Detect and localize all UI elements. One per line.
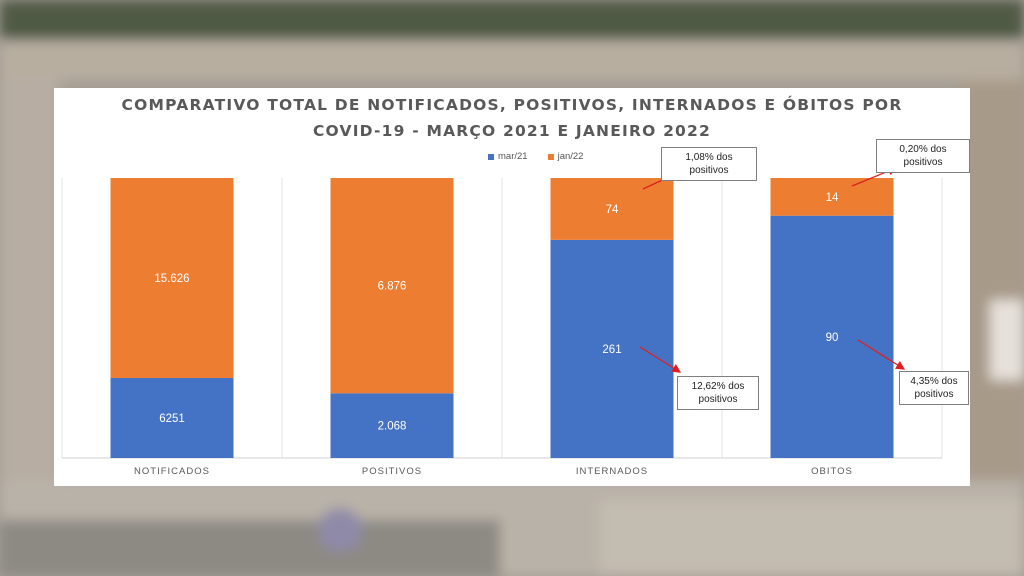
chart-title-line-2: COVID-19 - MARÇO 2021 E JANEIRO 2022	[312, 122, 712, 140]
data-label-notificados-mar21: 6251	[159, 413, 185, 425]
data-label-obitos-jan22: 14	[826, 192, 839, 204]
legend-item-jan22: jan/22	[547, 151, 584, 162]
arrow-obitos-mar21	[857, 339, 906, 370]
bar-internados-jan22	[550, 178, 674, 240]
bar-positivos-mar21	[330, 393, 454, 458]
data-label-internados-jan22: 74	[606, 204, 619, 216]
data-label-notificados-jan22: 15.626	[154, 273, 189, 285]
bar-internados-mar21	[550, 239, 674, 458]
legend-swatch-mar21	[488, 153, 494, 160]
x-tick-label-positivos: POSITIVOS	[362, 466, 422, 477]
data-label-positivos-mar21: 2.068	[378, 421, 407, 433]
callout-internados-mar21: 12,62% dos positivos	[677, 376, 759, 410]
x-tick-label-obitos: OBITOS	[811, 466, 853, 477]
bar-positivos-jan22	[330, 178, 454, 394]
arrow-internados-mar21	[639, 346, 682, 373]
legend-label-mar21: mar/21	[498, 151, 528, 162]
chart-title-line-1: COMPARATIVO TOTAL DE NOTIFICADOS, POSITI…	[121, 96, 903, 114]
chart-legend: mar/21 jan/22	[488, 151, 583, 162]
bar-obitos-mar21	[770, 215, 894, 458]
legend-swatch-jan22	[547, 153, 554, 160]
x-tick-label-notificados: NOTIFICADOS	[134, 466, 210, 477]
callout-obitos-mar21: 4,35% dos positivos	[899, 371, 969, 405]
legend-label-jan22: jan/22	[557, 151, 584, 162]
callout-internados-jan22: 1,08% dos positivos	[661, 147, 757, 181]
bar-notificados-mar21	[110, 377, 234, 458]
bar-notificados-jan22	[110, 178, 234, 378]
bar-obitos-jan22	[770, 178, 894, 216]
data-label-internados-mar21: 261	[602, 344, 621, 356]
data-label-positivos-jan22: 6.876	[378, 281, 407, 293]
x-tick-label-internados: INTERNADOS	[576, 466, 648, 477]
data-label-obitos-mar21: 90	[826, 332, 839, 344]
chart-title: COMPARATIVO TOTAL DE NOTIFICADOS, POSITI…	[0, 92, 1024, 144]
legend-item-mar21: mar/21	[488, 151, 528, 162]
callout-obitos-jan22: 0,20% dos positivos	[876, 139, 970, 173]
